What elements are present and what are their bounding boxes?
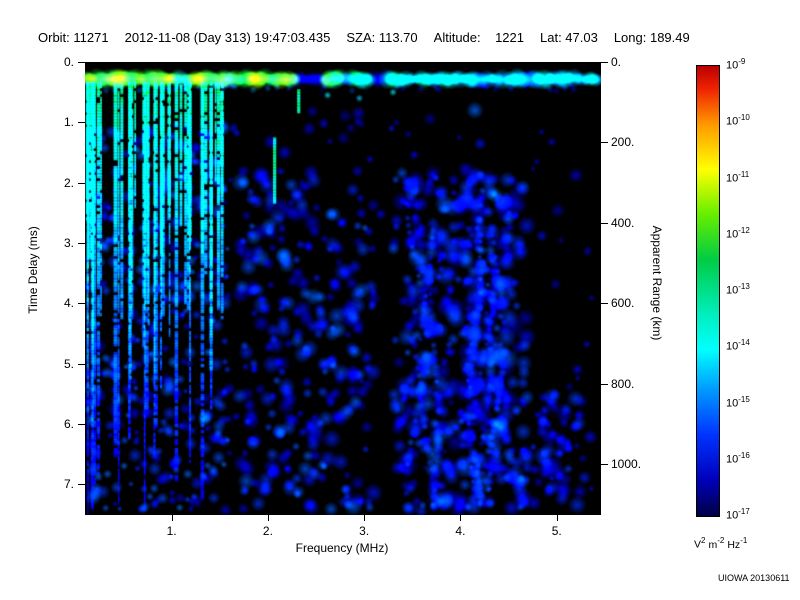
colorbar-tick-label: 10-13 <box>726 282 750 297</box>
units-v-exp: 2 <box>701 536 706 545</box>
y2-tick <box>601 464 608 466</box>
colorbar-tick-label: 10-11 <box>726 169 750 185</box>
y-tick-label: 7. <box>63 477 74 492</box>
y-tick <box>78 182 85 184</box>
colorbar-tick-label: 10-15 <box>726 394 750 410</box>
x-tick <box>267 515 269 521</box>
units-m-exp: -2 <box>717 536 725 545</box>
x-tick-label: 5. <box>551 524 562 538</box>
y-tick <box>78 62 85 63</box>
y-tick <box>78 303 85 305</box>
colorbar-tick-label: 10-12 <box>726 225 750 241</box>
x-tick <box>556 515 558 521</box>
spectrogram-canvas <box>85 62 601 515</box>
y2-tick <box>601 62 608 63</box>
orbit-field: Orbit: 11271 <box>38 30 109 45</box>
y2-tick <box>601 383 608 385</box>
y2-tick-label: 0. <box>611 55 622 69</box>
y-tick-label: 6. <box>63 416 74 431</box>
header-info: Orbit: 11271 2012-11-08 (Day 313) 19:47:… <box>38 30 690 45</box>
colorbar-tick-label: 10-14 <box>726 338 750 353</box>
y2-tick <box>601 142 608 144</box>
y-tick-label: 2. <box>63 175 74 190</box>
y-tick <box>78 484 85 486</box>
y-tick <box>78 122 85 124</box>
y-tick-label: 1. <box>63 115 74 130</box>
units-hz: Hz <box>727 538 741 551</box>
colorbar-units: V2 m-2 Hz-1 <box>694 536 784 551</box>
y2-tick <box>601 303 608 305</box>
sza-field: SZA: 113.70 <box>346 30 418 45</box>
y2-tick-label: 1000. <box>611 457 642 472</box>
x-axis-title: Frequency (MHz) <box>295 541 389 555</box>
datetime-field: 2012-11-08 (Day 313) 19:47:03.435 <box>124 30 331 45</box>
units-hz-exp: -1 <box>740 536 748 545</box>
colorbar <box>696 65 720 517</box>
y-tick-label: 3. <box>63 235 74 250</box>
x-tick <box>171 515 173 521</box>
x-tick-label: 2. <box>262 524 273 538</box>
y-tick <box>78 363 85 365</box>
y-tick-label: 0. <box>63 55 74 69</box>
y-tick <box>78 242 85 244</box>
x-tick-label: 1. <box>166 524 177 538</box>
units-v: V <box>694 538 702 551</box>
y-tick-label: 5. <box>63 356 74 371</box>
y2-tick <box>601 222 608 224</box>
y-tick <box>78 423 85 425</box>
credit-text: UIOWA 20130611 <box>718 573 790 583</box>
x-tick <box>364 515 366 521</box>
lat-field: Lat: 47.03 <box>540 30 598 45</box>
colorbar-tick-label: 10-17 <box>726 507 750 522</box>
y2-tick-label: 200. <box>611 135 635 150</box>
x-tick-label: 3. <box>359 524 370 538</box>
long-field: Long: 189.49 <box>613 30 690 45</box>
colorbar-tick-label: 10-16 <box>726 450 750 466</box>
y-axis-title: Time Delay (ms) <box>26 226 40 314</box>
altitude-field: Altitude: 1221 <box>433 30 524 45</box>
x-tick-label: 4. <box>455 524 466 538</box>
y2-tick-label: 600. <box>611 296 635 311</box>
units-m: m <box>708 538 718 551</box>
x-tick <box>460 515 462 521</box>
y2-tick-label: 800. <box>611 376 635 391</box>
colorbar-tick-label: 10-10 <box>726 113 750 128</box>
colorbar-tick-label: 10-9 <box>726 57 746 72</box>
y-tick-label: 4. <box>63 296 74 311</box>
y2-tick-label: 400. <box>611 215 635 230</box>
